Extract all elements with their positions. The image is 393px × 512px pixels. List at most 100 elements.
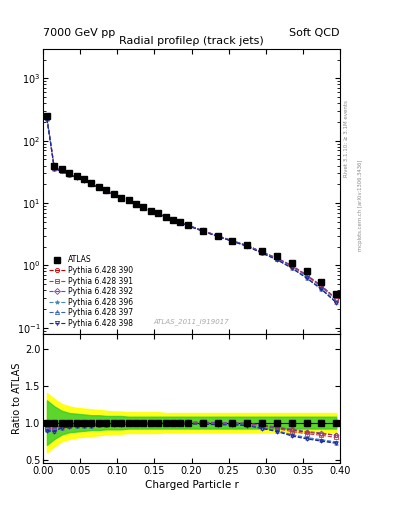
Pythia 6.428 396 (149, 208, 153, 214)
Line: Pythia 6.428 391: Pythia 6.428 391 (45, 116, 338, 302)
Line: Pythia 6.428 397: Pythia 6.428 397 (45, 117, 338, 304)
Pythia 6.428 396 (156, 211, 161, 217)
Pythia 6.428 390 (289, 263, 294, 269)
Pythia 6.428 398 (149, 208, 153, 215)
Pythia 6.428 397 (200, 228, 205, 234)
Pythia 6.428 397 (89, 181, 94, 187)
Pythia 6.428 397 (74, 174, 79, 180)
Pythia 6.428 397 (245, 243, 250, 249)
Pythia 6.428 392 (178, 219, 183, 225)
Pythia 6.428 396 (44, 115, 49, 121)
Pythia 6.428 396 (289, 265, 294, 271)
Pythia 6.428 392 (74, 174, 79, 180)
Pythia 6.428 391 (67, 172, 72, 178)
Pythia 6.428 391 (178, 219, 183, 225)
ATLAS (171, 217, 175, 223)
Pythia 6.428 390 (149, 208, 153, 214)
ATLAS (275, 253, 279, 260)
Pythia 6.428 397 (104, 188, 108, 194)
Pythia 6.428 392 (334, 296, 339, 302)
Pythia 6.428 397 (171, 217, 175, 223)
Pythia 6.428 392 (163, 214, 168, 220)
ATLAS (141, 204, 146, 210)
ATLAS (134, 201, 138, 207)
ATLAS (126, 198, 131, 204)
Pythia 6.428 392 (289, 262, 294, 268)
Pythia 6.428 391 (230, 238, 235, 244)
Pythia 6.428 398 (82, 178, 86, 184)
Pythia 6.428 391 (44, 115, 49, 121)
Pythia 6.428 398 (289, 265, 294, 271)
ATLAS (111, 191, 116, 197)
ATLAS (52, 162, 57, 168)
ATLAS (289, 260, 294, 266)
Pythia 6.428 398 (230, 238, 235, 244)
Pythia 6.428 396 (163, 214, 168, 220)
Pythia 6.428 392 (89, 180, 94, 186)
Pythia 6.428 392 (245, 243, 250, 249)
Pythia 6.428 391 (111, 191, 116, 197)
Pythia 6.428 397 (334, 299, 339, 305)
Text: 7000 GeV pp: 7000 GeV pp (43, 28, 116, 38)
Pythia 6.428 396 (178, 220, 183, 226)
ATLAS (200, 228, 205, 234)
Pythia 6.428 396 (275, 257, 279, 263)
Pythia 6.428 392 (82, 177, 86, 183)
Pythia 6.428 391 (104, 188, 108, 194)
Pythia 6.428 391 (97, 185, 101, 191)
Pythia 6.428 398 (304, 275, 309, 281)
Pythia 6.428 392 (44, 115, 49, 121)
Pythia 6.428 392 (200, 227, 205, 233)
Pythia 6.428 396 (67, 172, 72, 178)
Pythia 6.428 390 (111, 191, 116, 197)
Pythia 6.428 391 (126, 198, 131, 204)
Pythia 6.428 390 (171, 217, 175, 223)
Line: Pythia 6.428 396: Pythia 6.428 396 (45, 117, 338, 304)
Pythia 6.428 398 (52, 166, 57, 172)
Pythia 6.428 390 (245, 243, 250, 249)
Pythia 6.428 397 (275, 257, 279, 263)
Pythia 6.428 390 (44, 115, 49, 121)
Pythia 6.428 398 (260, 250, 264, 257)
Pythia 6.428 398 (215, 233, 220, 240)
Pythia 6.428 397 (178, 220, 183, 226)
Pythia 6.428 396 (52, 165, 57, 172)
ATLAS (185, 222, 190, 228)
Pythia 6.428 391 (156, 210, 161, 217)
Pythia 6.428 390 (134, 201, 138, 207)
Pythia 6.428 398 (126, 198, 131, 204)
Pythia 6.428 396 (304, 274, 309, 281)
Pythia 6.428 398 (275, 257, 279, 263)
Pythia 6.428 391 (59, 167, 64, 174)
Pythia 6.428 396 (260, 250, 264, 256)
Pythia 6.428 397 (97, 185, 101, 191)
Pythia 6.428 396 (171, 217, 175, 223)
ATLAS (334, 291, 339, 297)
Pythia 6.428 398 (119, 196, 123, 202)
Pythia 6.428 397 (67, 172, 72, 178)
ATLAS (215, 232, 220, 239)
Pythia 6.428 390 (74, 174, 79, 180)
Pythia 6.428 391 (119, 195, 123, 201)
ATLAS (67, 170, 72, 176)
Pythia 6.428 396 (59, 168, 64, 174)
ATLAS (156, 210, 161, 217)
Pythia 6.428 392 (319, 283, 324, 289)
Pythia 6.428 390 (104, 188, 108, 194)
Pythia 6.428 392 (141, 204, 146, 210)
Pythia 6.428 392 (104, 187, 108, 194)
ATLAS (230, 238, 235, 244)
Pythia 6.428 396 (215, 233, 220, 239)
Pythia 6.428 392 (171, 217, 175, 223)
Pythia 6.428 397 (319, 286, 324, 292)
Pythia 6.428 391 (141, 204, 146, 210)
Pythia 6.428 392 (215, 232, 220, 239)
Pythia 6.428 392 (126, 198, 131, 204)
Pythia 6.428 392 (67, 171, 72, 177)
Pythia 6.428 392 (59, 167, 64, 174)
Line: ATLAS: ATLAS (44, 113, 339, 296)
Pythia 6.428 391 (319, 284, 324, 290)
Pythia 6.428 398 (111, 191, 116, 198)
Pythia 6.428 392 (275, 255, 279, 261)
Text: Soft QCD: Soft QCD (290, 28, 340, 38)
